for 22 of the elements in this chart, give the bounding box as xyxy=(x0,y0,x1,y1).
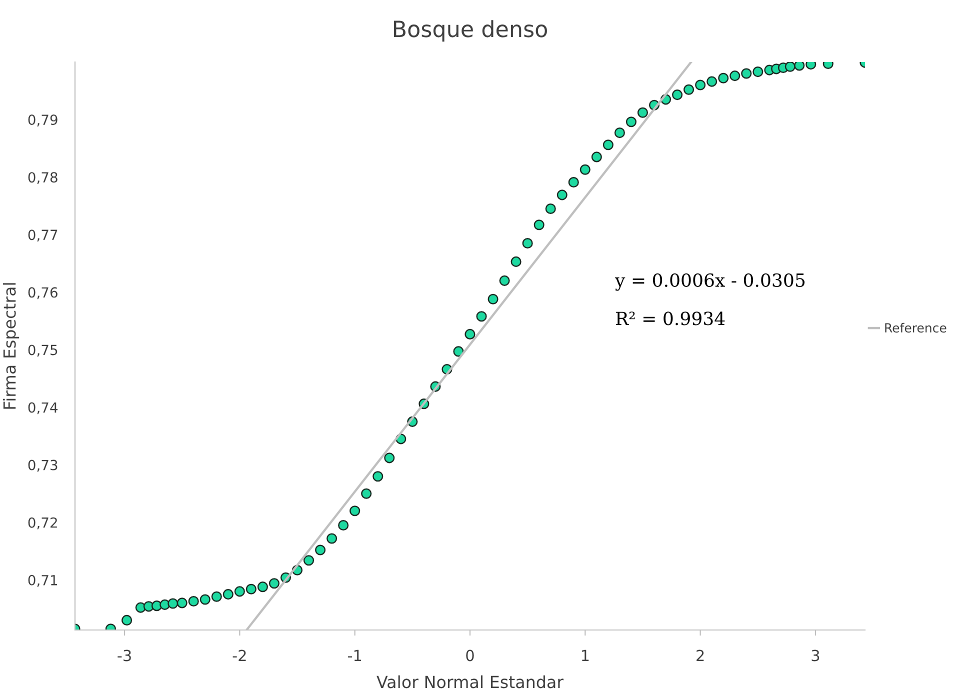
y-tick-label: 0,71 xyxy=(28,574,58,587)
x-tick-label: -2 xyxy=(232,650,246,662)
chart-title: Bosque denso xyxy=(394,20,547,42)
y-tick-label: 0,72 xyxy=(28,517,57,530)
y-axis-title: Firma Espectral xyxy=(2,283,20,409)
annotation: R² = 0.9934 xyxy=(616,312,725,326)
x-tick-label: 0 xyxy=(466,650,474,662)
y-tick-label: 0,79 xyxy=(28,114,58,126)
x-tick-label: 3 xyxy=(812,650,820,662)
y-tick-label: 0,77 xyxy=(28,230,58,242)
x-tick-label: 2 xyxy=(696,650,704,662)
y-tick-label: 0,73 xyxy=(28,460,58,472)
y-tick-label: 0,78 xyxy=(28,172,58,184)
x-tick-label: 1 xyxy=(582,650,589,662)
x-axis-title: Valor Normal Estandar xyxy=(376,675,564,688)
annotation: y = 0.0006x - 0.0305 xyxy=(614,273,805,291)
y-tick-label: 0,74 xyxy=(28,402,58,414)
y-tick-label: 0,76 xyxy=(28,287,58,300)
y-tick-label: 0,75 xyxy=(28,344,58,357)
legend-label: Reference xyxy=(885,322,946,333)
x-tick-label: -1 xyxy=(348,650,362,662)
x-tick-label: -3 xyxy=(118,650,131,662)
